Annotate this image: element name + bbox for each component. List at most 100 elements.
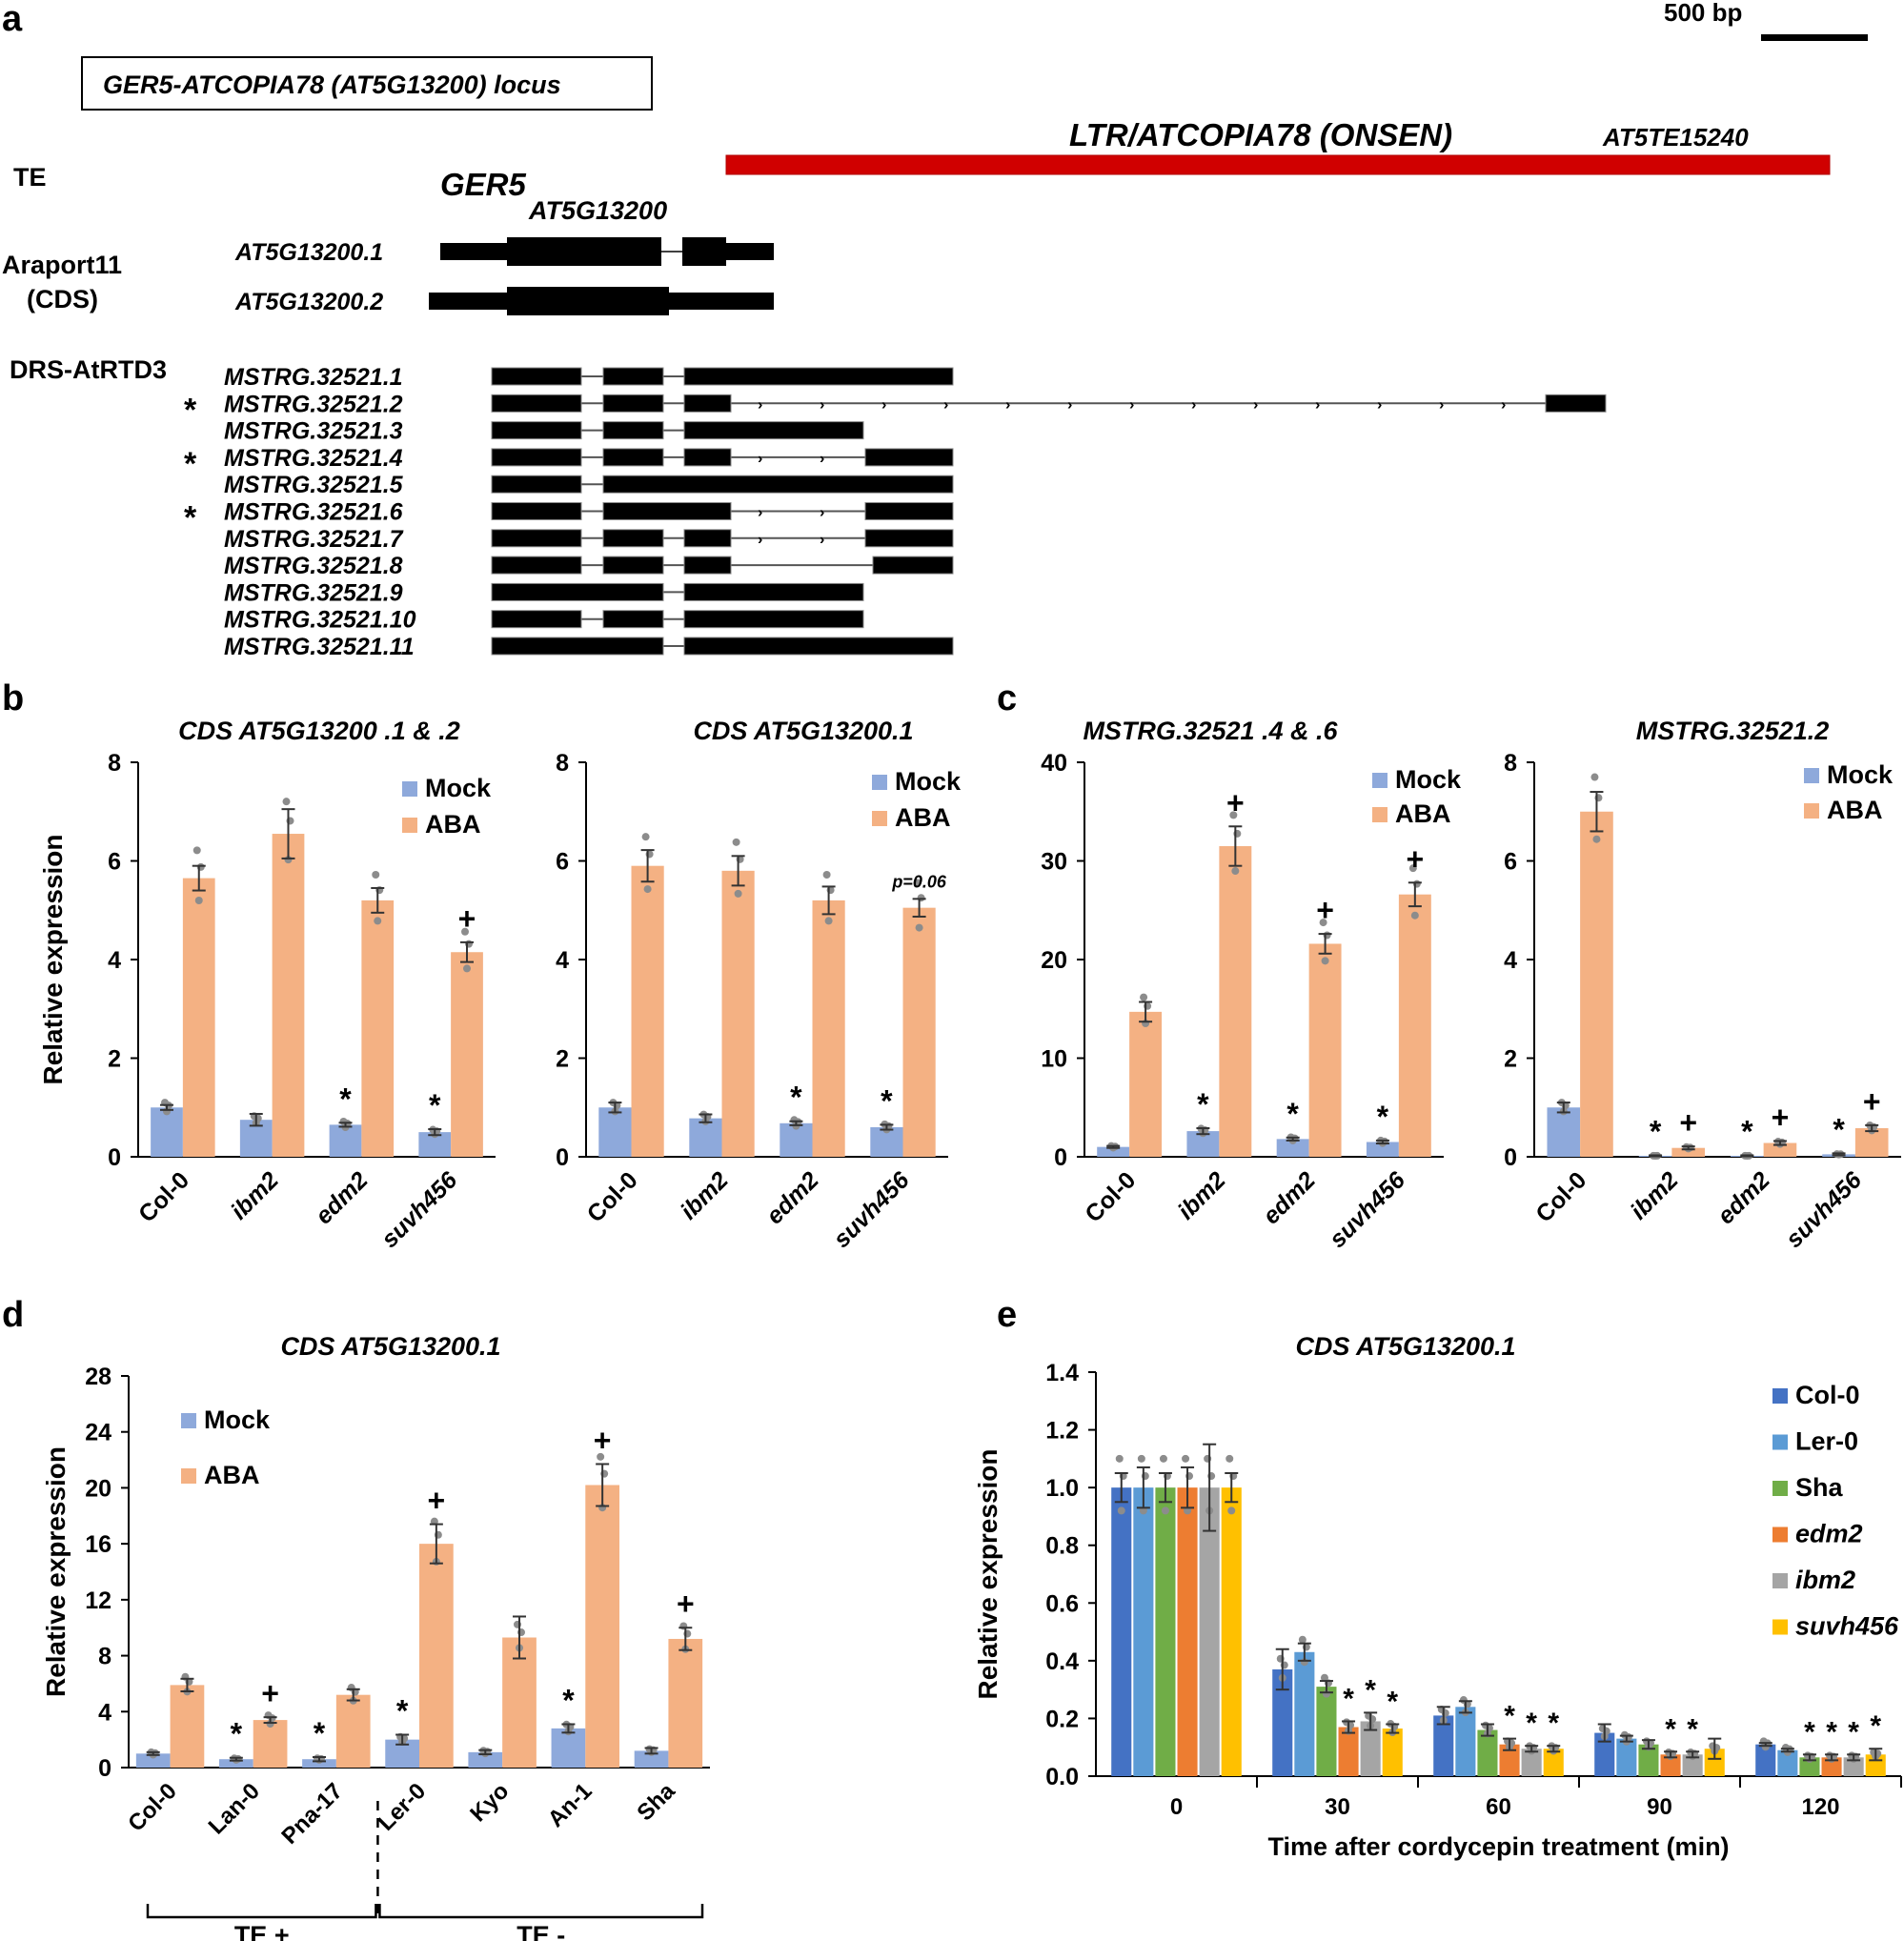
legend-swatch <box>1772 1619 1788 1635</box>
transcript-label: MSTRG.32521.6 <box>224 499 404 526</box>
significance-mark: + <box>1316 893 1334 927</box>
y-axis-title: Relative expression <box>38 834 68 1084</box>
significance-mark: * <box>1870 1710 1881 1742</box>
bar <box>1521 1749 1542 1776</box>
legend-swatch <box>181 1468 196 1484</box>
bar <box>182 878 215 1157</box>
significance-mark: * <box>396 1694 409 1729</box>
y-tick-label: 0.2 <box>1045 1706 1079 1732</box>
legend-label: Mock <box>425 774 492 802</box>
y-tick-label: 20 <box>85 1475 111 1502</box>
significance-mark: * <box>1833 1112 1845 1146</box>
y-tick-label: 12 <box>85 1587 111 1614</box>
exon <box>491 582 664 601</box>
legend-label: suvh456 <box>1795 1612 1899 1641</box>
exon <box>491 610 582 629</box>
bar <box>1316 1687 1337 1776</box>
exon <box>683 448 732 467</box>
y-tick-label: 0 <box>556 1144 569 1171</box>
araport-label-1: Araport11 <box>2 251 122 279</box>
replicate-dot <box>461 927 469 936</box>
gene-model-drs: MSTRG.32521.7 › › › › › <box>224 526 954 553</box>
bar <box>1129 1011 1163 1157</box>
bar <box>598 1107 632 1157</box>
panel-label-e: e <box>997 1295 1017 1335</box>
araport-label-2: (CDS) <box>27 285 98 313</box>
replicate-dot <box>641 833 650 841</box>
strand-arrow-icon: › <box>539 475 545 494</box>
legend-swatch <box>1772 1388 1788 1404</box>
bar <box>170 1685 205 1768</box>
group-bracket <box>146 1904 377 1919</box>
bar <box>1294 1651 1315 1776</box>
legend-label: Col-0 <box>1795 1381 1860 1409</box>
bar <box>1616 1738 1637 1776</box>
y-tick-label: 1.0 <box>1045 1475 1079 1502</box>
strand-arrow-icon: › <box>921 556 926 575</box>
exon <box>726 243 774 260</box>
strand-arrow-icon: › <box>800 637 806 656</box>
significance-mark: * <box>1197 1087 1209 1122</box>
bar <box>361 900 395 1157</box>
strand-arrow-icon: › <box>651 368 657 386</box>
strand-arrow-icon: › <box>539 503 545 521</box>
replicate-dot <box>1321 957 1329 965</box>
y-tick-label: 6 <box>1504 849 1517 876</box>
x-tick-label: An-1 <box>543 1778 598 1832</box>
legend-label: edm2 <box>1795 1520 1863 1548</box>
significance-mark: * <box>1387 1686 1398 1717</box>
intron-arrow-icon: › <box>1191 396 1196 413</box>
legend-swatch <box>1772 1434 1788 1450</box>
drs-tracks: MSTRG.32521.1 › › › › › › * MSTRG.32521.2 › › › › › › ›… <box>184 364 1607 660</box>
x-tick-label: Sha <box>632 1778 680 1827</box>
bar <box>1177 1487 1198 1776</box>
panel-label-b: b <box>2 678 24 718</box>
legend-label: ABA <box>425 810 481 839</box>
te-row-label: TE <box>13 163 47 192</box>
chart-c1: MSTRG.32521 .4 & .6 0 10 20 30 40 Col-0 * + ibm2 *… <box>1041 717 1462 1253</box>
strand-arrow-icon: › <box>566 292 572 311</box>
strand-arrow-icon: › <box>938 368 943 386</box>
exon <box>491 448 582 467</box>
te-id: AT5TE15240 <box>1602 123 1749 152</box>
replicate-dot <box>915 923 923 932</box>
significance-mark: * <box>1804 1716 1815 1748</box>
bar <box>468 1751 503 1768</box>
exon <box>491 502 582 520</box>
intron-arrow-icon: › <box>1253 396 1258 413</box>
legend-label: Mock <box>1395 765 1462 794</box>
chart-c2: MSTRG.32521.2 0 2 4 6 8 Col-0 * + ibm2 * + edm2 * + suv… <box>1504 717 1901 1253</box>
strand-arrow-icon: › <box>732 637 738 656</box>
y-axis-title: Relative expression <box>973 1448 1003 1699</box>
legend-label: Sha <box>1795 1473 1844 1502</box>
significance-mark: * <box>1848 1716 1859 1748</box>
chart-title: CDS AT5G13200 .1 & .2 <box>178 717 460 745</box>
x-tick-label: edm2 <box>311 1166 374 1229</box>
y-tick-label: 2 <box>108 1046 121 1073</box>
replicate-dot <box>1298 1635 1306 1644</box>
bar <box>1272 1668 1293 1776</box>
y-tick-label: 0 <box>1504 1144 1517 1171</box>
transcript-label: AT5G13200.2 <box>234 289 383 315</box>
chart-d: CDS AT5G13200.1 0 4 8 12 16 20 24 28 Relative exp… <box>41 1332 710 1941</box>
replicate-dot <box>1225 1454 1234 1463</box>
bar <box>1580 811 1613 1157</box>
bar <box>1382 1729 1403 1776</box>
intron-arrow-icon: › <box>820 532 824 548</box>
legend-label: Ler-0 <box>1795 1427 1858 1456</box>
transcript-label: MSTRG.32521.4 <box>224 445 403 472</box>
x-tick-label: Col-0 <box>1530 1166 1591 1227</box>
significance-mark: * <box>1650 1114 1662 1148</box>
intron-arrow-icon: › <box>758 451 762 467</box>
replicate-dot <box>374 917 382 925</box>
strand-arrow-icon: › <box>651 394 657 413</box>
gene-model-drs: MSTRG.32521.9 › › › › <box>224 579 864 606</box>
gene-model-drs: MSTRG.32521.11 › › › › › › <box>224 634 954 660</box>
transcript-label: MSTRG.32521.3 <box>224 418 403 445</box>
y-tick-label: 0.4 <box>1045 1648 1079 1675</box>
gene-model-drs: MSTRG.32521.8 › › › <box>224 553 954 579</box>
bar <box>1360 1721 1381 1776</box>
bar <box>1133 1487 1154 1776</box>
y-tick-label: 8 <box>1504 750 1517 777</box>
